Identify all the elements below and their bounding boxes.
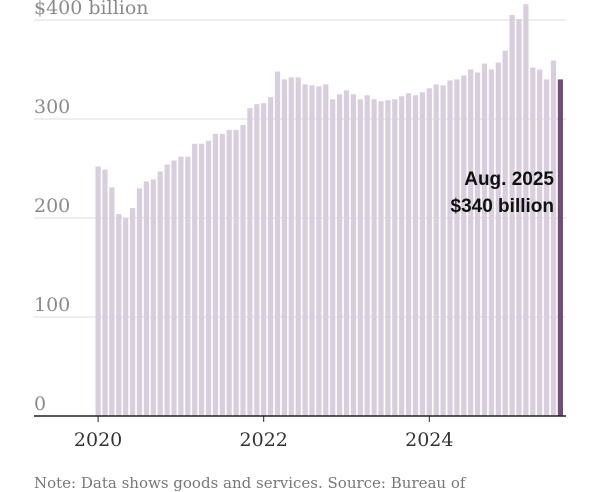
bar [205,140,212,416]
bar [254,104,260,417]
bar [302,84,308,416]
bar [316,86,322,416]
bar [268,97,274,416]
bar [212,133,218,416]
bar [385,100,391,416]
bar [454,79,460,417]
x-tick-label: 2022 [240,429,288,451]
bar [199,143,205,416]
bar [447,80,453,416]
bar [136,188,143,416]
bar [143,181,149,416]
y-tick-label: 0 [34,393,46,415]
bar [150,179,156,416]
annotation: Aug. 2025 $340 billion [451,169,555,217]
chart: 0 100 200 300 $400 billion 2020 2022 2024 Aug.… [34,0,566,451]
bar [509,15,515,417]
bar [488,69,494,416]
bar [274,71,281,416]
x-tick-label: 2020 [74,429,122,451]
bar [440,85,446,416]
bar [412,95,419,417]
bar [433,84,439,416]
bar [419,92,425,417]
bar [461,75,467,416]
bar [530,67,536,417]
bar [364,95,370,417]
bar [481,63,488,417]
bar [116,214,122,416]
bar [219,133,225,416]
bar [185,156,191,416]
bar [95,166,101,416]
bar [240,124,246,416]
bar [226,129,232,416]
bar [330,99,336,416]
y-axis-ticks: 0 100 200 300 $400 billion [34,0,149,415]
y-tick-label: 200 [34,195,70,217]
bar [171,160,177,416]
annotation-date: Aug. 2025 [464,169,554,190]
bar [109,187,115,416]
highlight-bar [557,79,563,417]
bar [157,171,163,416]
bar [495,62,501,416]
bar [281,79,287,417]
bar [392,99,398,416]
bar [516,19,522,416]
x-tick-label: 2024 [405,429,453,451]
bar [233,129,239,416]
bar [371,99,377,416]
bar [550,60,557,417]
source-note: Note: Data shows goods and services. Sou… [34,474,466,492]
bar [261,103,267,416]
bar [426,88,432,416]
bar [288,77,294,417]
bar [295,77,301,417]
bar [309,85,315,416]
bar [192,143,198,416]
bar [502,50,508,416]
bar [399,96,405,416]
bar [130,208,136,416]
bar [178,156,184,416]
bar [378,101,384,417]
y-tick-label: 100 [34,294,70,316]
annotation-value: $340 billion [451,196,554,217]
bar [247,108,253,417]
bar [123,218,129,416]
bar [350,94,356,416]
bar [544,79,550,417]
bar [343,90,350,416]
bar [164,164,170,416]
bar [337,94,343,416]
bar [357,99,363,416]
bars [95,4,563,417]
bar [537,69,543,416]
y-tick-label: 300 [34,96,70,118]
bar [468,69,474,416]
bar [523,4,529,416]
x-axis-ticks: 2020 2022 2024 [74,416,453,451]
bar [475,72,481,416]
bar [323,84,329,416]
bar [102,169,108,416]
y-tick-label: $400 billion [34,0,149,19]
bar [406,93,412,416]
